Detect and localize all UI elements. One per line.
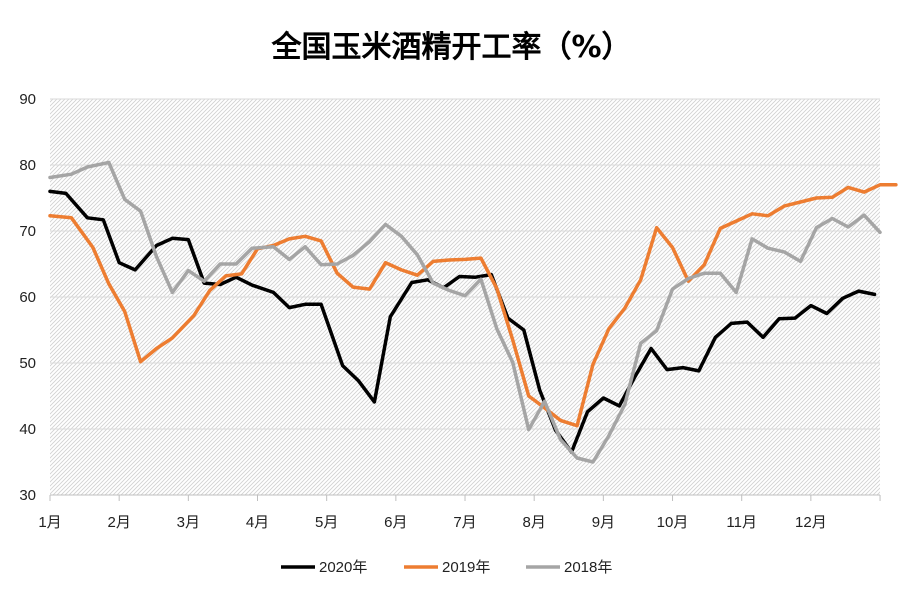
x-tick-label: 1月	[38, 514, 61, 531]
x-tick-label: 12月	[795, 514, 827, 531]
series-line-2018年	[48, 160, 882, 464]
y-tick-label: 90	[19, 91, 36, 108]
x-tick-label: 8月	[523, 514, 546, 531]
y-tick-label: 80	[19, 157, 36, 174]
x-tick-label: 10月	[657, 514, 689, 531]
y-tick-label: 60	[19, 289, 36, 306]
legend-label: 2018年	[564, 559, 612, 576]
x-tick-label: 4月	[246, 514, 269, 531]
legend-label: 2019年	[442, 559, 490, 576]
x-tick-label: 7月	[453, 514, 476, 531]
chart-title: 全国玉米酒精开工率（%）	[271, 30, 632, 65]
x-tick-label: 6月	[384, 514, 407, 531]
series-line-2020年	[48, 189, 877, 454]
x-tick-label: 11月	[726, 514, 757, 531]
x-tick-label: 2月	[107, 514, 130, 531]
x-tick-label: 3月	[177, 514, 200, 531]
y-tick-label: 40	[19, 421, 36, 438]
y-tick-label: 70	[19, 223, 36, 240]
series-line-2019年	[48, 183, 898, 428]
y-tick-label: 50	[19, 355, 36, 372]
legend-label: 2020年	[319, 559, 367, 576]
x-tick-label: 5月	[315, 514, 338, 531]
y-tick-label: 30	[19, 487, 36, 504]
x-tick-label: 9月	[592, 514, 615, 531]
